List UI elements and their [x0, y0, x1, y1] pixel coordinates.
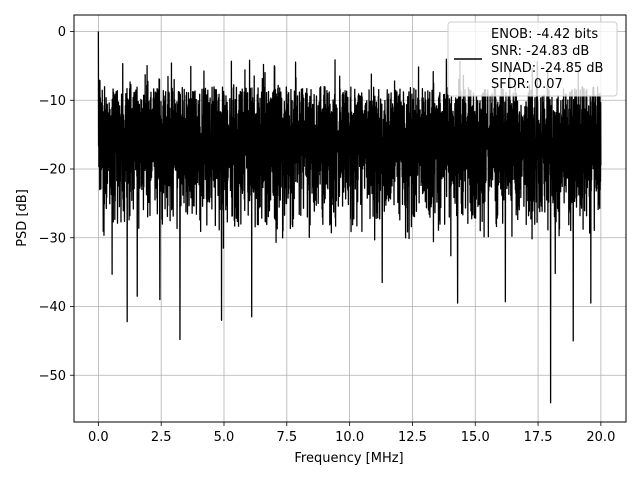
legend-box	[447, 21, 618, 97]
y-tick-label: −50	[39, 369, 66, 384]
x-tick-label: 12.5	[398, 430, 427, 445]
y-tick-label: −10	[39, 94, 66, 109]
x-tick-label: 17.5	[524, 430, 553, 445]
legend: ENOB: -4.42 bits SNR: -24.83 dB SINAD: -…	[447, 21, 618, 97]
x-tick-label: 2.5	[151, 430, 172, 445]
x-axis: 0.0 2.5 5.0 7.5 10.0 12.5 15.0 17.5 20.0	[88, 422, 615, 445]
x-tick-label: 15.0	[461, 430, 490, 445]
legend-line-snr: SNR: -24.83 dB	[491, 44, 589, 59]
legend-line-sfdr: SFDR: 0.07	[491, 77, 563, 92]
x-tick-label: 5.0	[214, 430, 235, 445]
x-axis-label: Frequency [MHz]	[294, 451, 403, 466]
y-tick-label: −30	[39, 231, 66, 246]
y-axis: 0 −10 −20 −30 −40 −50	[39, 25, 74, 384]
x-tick-label: 0.0	[88, 430, 109, 445]
x-tick-label: 7.5	[276, 430, 297, 445]
series-layer	[97, 31, 602, 404]
x-tick-label: 20.0	[586, 430, 615, 445]
y-tick-label: −40	[39, 300, 66, 315]
y-tick-label: 0	[58, 25, 66, 40]
y-tick-label: −20	[39, 163, 66, 178]
psd-series-line	[97, 31, 602, 404]
x-tick-label: 10.0	[335, 430, 364, 445]
legend-line-enob: ENOB: -4.42 bits	[491, 27, 598, 42]
legend-line-sinad: SINAD: -24.85 dB	[491, 61, 603, 76]
y-axis-label: PSD [dB]	[15, 189, 30, 247]
